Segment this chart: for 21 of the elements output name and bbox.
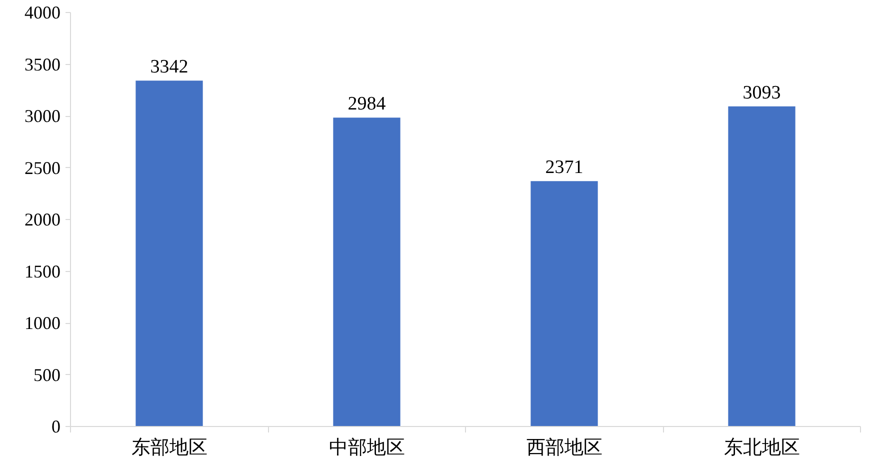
bar bbox=[728, 106, 796, 426]
data-label: 2984 bbox=[348, 94, 386, 115]
y-tick-label: 3000 bbox=[24, 106, 60, 126]
x-tick-label: 东部地区 bbox=[131, 436, 208, 458]
y-tick-label: 500 bbox=[34, 364, 60, 385]
y-tick-label: 1500 bbox=[24, 261, 60, 282]
bar bbox=[136, 80, 203, 426]
bar bbox=[530, 181, 598, 426]
data-label: 2371 bbox=[545, 157, 584, 178]
data-label: 3093 bbox=[742, 82, 781, 104]
x-tick-label: 东北地区 bbox=[724, 438, 800, 458]
y-tick-label: 0 bbox=[52, 416, 60, 436]
y-tick-label: 4000 bbox=[24, 2, 60, 22]
x-tick-label: 中部地区 bbox=[328, 436, 405, 458]
y-tick-label: 1000 bbox=[24, 313, 60, 333]
y-tick-label: 3500 bbox=[24, 54, 60, 74]
data-label: 3342 bbox=[150, 56, 188, 78]
y-tick-label: 2000 bbox=[24, 210, 60, 230]
y-tick-label: 2500 bbox=[24, 158, 60, 178]
bar bbox=[333, 118, 400, 426]
x-tick-label: 西部地区 bbox=[526, 436, 602, 458]
